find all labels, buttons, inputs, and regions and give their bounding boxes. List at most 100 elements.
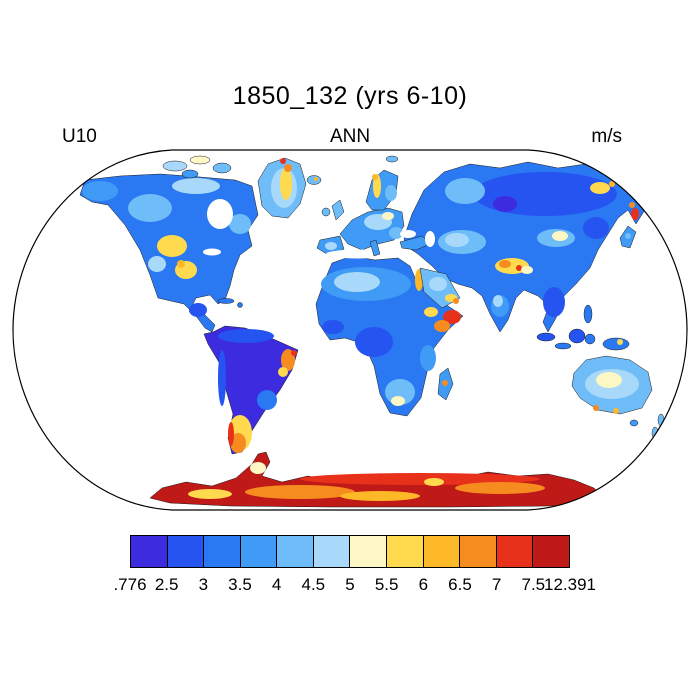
region-iberia-spot: [325, 242, 337, 250]
region-horn-orange: [434, 320, 450, 332]
colorbar-tick-label: 3: [198, 575, 209, 594]
colorbar-box: [496, 536, 534, 567]
region-andes: [218, 350, 226, 406]
colorbar-tick-label: 12.391: [544, 575, 596, 594]
page-title: 1850_132 (yrs 6-10): [232, 82, 468, 110]
region-turkey: [399, 235, 431, 251]
colorbar-tick-label: 7: [491, 575, 502, 594]
region-ethiopia: [424, 307, 438, 317]
region-uk: [331, 199, 345, 221]
region-cuba: [217, 298, 235, 304]
region-antarctica-orange-2: [455, 482, 545, 494]
colorbar-box: [131, 536, 168, 567]
region-canada-plains-patch: [157, 235, 187, 257]
region-australia-cream: [596, 372, 622, 388]
region-arctic-island: [162, 160, 188, 172]
region-arctic-island: [189, 155, 211, 165]
units-label: m/s: [591, 126, 622, 147]
region-canada-north-patch: [172, 178, 220, 194]
region-chukotka: [641, 183, 649, 189]
region-antarctica-yellow-streak: [340, 491, 420, 501]
region-horn-of-africa: [443, 310, 461, 324]
region-sulawesi: [584, 333, 596, 345]
great-lakes: [203, 248, 221, 256]
region-baltic: [385, 185, 397, 201]
region-arctic-island: [181, 169, 199, 179]
region-alaska-patch: [82, 181, 118, 201]
region-tasmania: [629, 419, 639, 427]
mediterranean-sea: [326, 249, 390, 259]
region-europe-cream: [382, 212, 394, 220]
region-yakutia: [590, 182, 610, 194]
region-tibet-peak: [516, 265, 522, 271]
colorbar: .776 2.5 3 3.5 4 4.5 5 5.5 6 6.5 7 7.5 12.391: [113, 535, 596, 597]
hudson-bay: [207, 199, 233, 229]
colorbar-tick-label: 6: [418, 575, 429, 594]
colorbar-box: [204, 536, 241, 567]
map-outline: [12, 149, 688, 511]
region-siberia-low: [493, 196, 517, 212]
region-australia-south-spot: [593, 405, 599, 411]
region-usa-west-patch: [148, 256, 166, 272]
region-philippines: [583, 304, 593, 324]
colorbar-tick-label: 4.5: [301, 575, 326, 594]
region-south-africa-spot: [391, 396, 405, 406]
colorbar-tick-label: 5: [345, 575, 355, 594]
region-west-siberia: [445, 178, 485, 204]
region-patagonia-orange: [230, 433, 246, 453]
region-canada-west-patch: [128, 194, 172, 222]
region-balkans: [389, 227, 403, 239]
region-antarctica-orange-1: [245, 485, 355, 499]
region-antarctica-cream-2: [424, 478, 444, 486]
region-sa-north-coast: [218, 329, 274, 343]
region-greenland-north-spot: [284, 164, 292, 172]
region-new-guinea-spot: [617, 339, 623, 345]
season-label: ANN: [329, 126, 371, 147]
weddell-sea: [278, 460, 298, 474]
colorbar-tick-label: 2.5: [154, 575, 179, 594]
colorbar-tick-label: 7.5: [521, 575, 546, 594]
region-antarctica-yellow-patch: [188, 489, 232, 499]
region-sumatra: [536, 332, 556, 342]
region-borneo: [568, 328, 586, 344]
region-west-africa: [322, 320, 344, 334]
region-madagascar-spot: [442, 380, 448, 386]
colorbar-boxes: [130, 535, 570, 568]
region-tibet-orange: [499, 260, 511, 268]
region-norway-peak: [372, 174, 378, 180]
region-siberia: [473, 172, 617, 216]
region-gobi-pale: [552, 231, 568, 241]
colorbar-box: [387, 536, 424, 567]
region-japan-spot: [625, 233, 631, 239]
region-brazil-south: [257, 390, 277, 410]
region-australia-amber-spot: [613, 408, 619, 414]
region-new-guinea: [602, 337, 630, 351]
region-manchuria: [583, 217, 609, 239]
region-greenland-peak-spot: [280, 158, 286, 164]
region-east-africa: [420, 345, 436, 371]
colorbar-box: [423, 536, 461, 567]
black-sea: [400, 230, 416, 238]
colorbar-tick-label: 5.5: [374, 575, 399, 594]
colorbar-tick-label: .776: [113, 575, 147, 594]
region-india-pale: [493, 295, 503, 307]
region-central-asia-pale: [445, 233, 469, 247]
region-arctic-island: [212, 162, 232, 174]
region-antarctica-red-band: [300, 473, 540, 485]
world-map: [12, 149, 688, 511]
colorbar-box: [240, 536, 278, 567]
region-usa-plains-hot-spot: [177, 260, 185, 268]
caspian-sea: [425, 231, 435, 247]
colorbar-tick-label: 6.5: [448, 575, 472, 594]
region-yakutia-orange: [609, 181, 615, 187]
colorbar-box: [313, 536, 351, 567]
region-arabia-orange: [453, 298, 459, 304]
region-iceland: [306, 175, 322, 185]
colorbar-tick-label: 4: [271, 575, 282, 594]
region-greenland-ridge: [280, 168, 292, 200]
region-antarctica-cream-1: [250, 462, 266, 474]
region-brazil-coast-yellow: [278, 367, 288, 377]
region-quebec-patch: [229, 214, 251, 234]
region-ireland: [321, 207, 331, 217]
region-italy: [369, 239, 381, 257]
